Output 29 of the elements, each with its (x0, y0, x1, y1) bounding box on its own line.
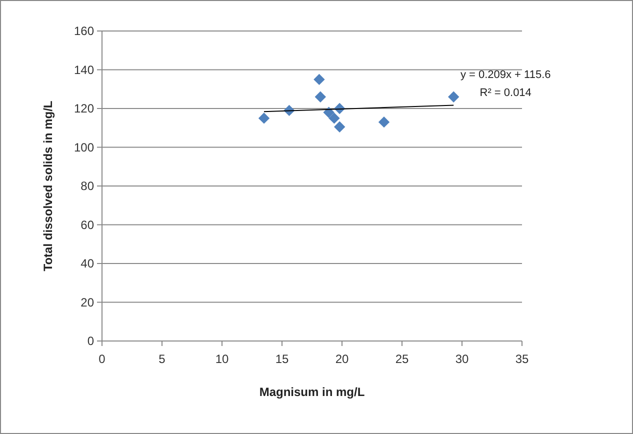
point (258, 112, 270, 124)
y-tick-label: 60 (80, 218, 94, 232)
point (328, 112, 340, 124)
annotation: R² = 0.014 (480, 87, 532, 100)
x-tick-label: 35 (515, 352, 529, 366)
point (323, 106, 334, 118)
y-tick-label: 40 (80, 256, 94, 271)
x-tick-label: 30 (455, 352, 469, 366)
point (378, 116, 390, 128)
y-tick-label: 0 (87, 334, 94, 348)
y-tick-label: 100 (74, 140, 94, 154)
x-axis-title: Magnisum in mg/L (259, 385, 365, 399)
y-tick-label: 160 (74, 24, 94, 38)
x-tick-label: 5 (158, 352, 166, 366)
annotation: y = 0.209x + 115.6 (460, 69, 551, 82)
point (314, 74, 325, 86)
x-tick-label: 20 (335, 352, 349, 366)
x-tick-label: 15 (275, 352, 289, 366)
y-tick-label: 120 (74, 102, 94, 116)
point (448, 91, 460, 102)
y-tick-label: 20 (80, 295, 94, 310)
x-tick-label: 0 (98, 352, 106, 366)
y-axis-title: Total dissolved solids in mg/L (41, 100, 55, 272)
y-tick-label: 80 (80, 179, 94, 194)
y-tick-label: 140 (74, 62, 94, 77)
x-tick-label: 10 (215, 352, 229, 366)
x-tick-label: 25 (395, 352, 409, 366)
point (314, 91, 326, 102)
point (334, 121, 346, 133)
